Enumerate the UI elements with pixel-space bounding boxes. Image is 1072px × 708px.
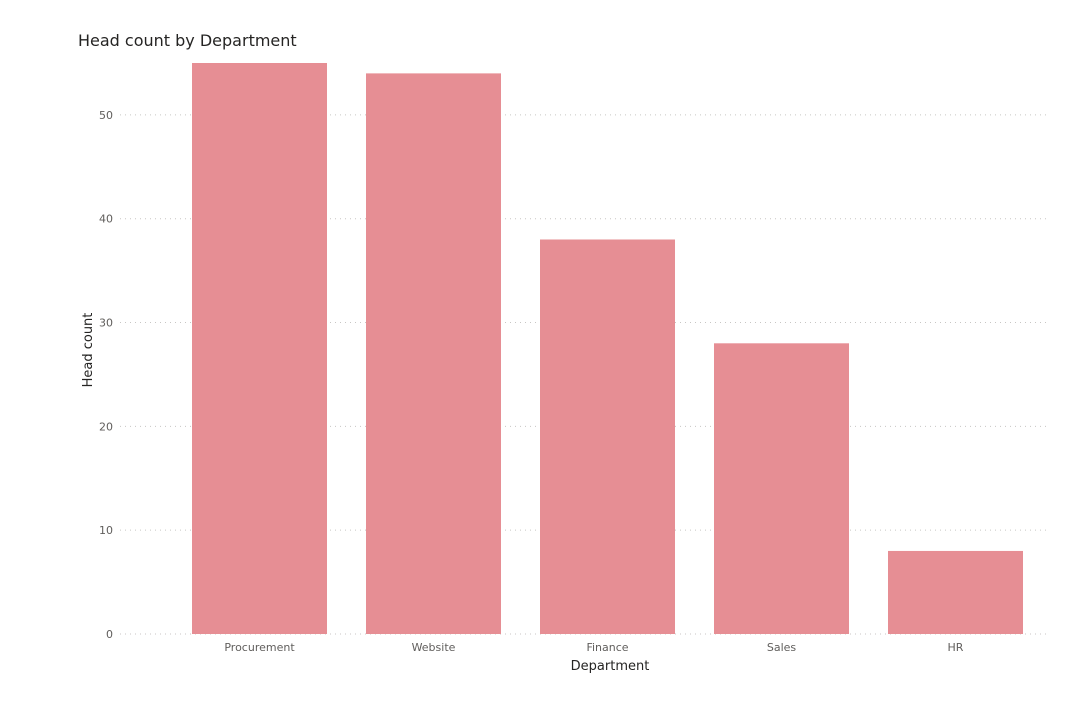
y-tick-label: 10 xyxy=(99,524,113,537)
bar-website[interactable] xyxy=(366,73,501,634)
x-tick-label: Procurement xyxy=(224,641,295,654)
y-tick-label: 30 xyxy=(99,317,113,330)
x-tick-label: HR xyxy=(948,641,964,654)
bar-hr[interactable] xyxy=(888,550,1023,634)
y-tick-label: 50 xyxy=(99,109,113,122)
bar-procurement[interactable] xyxy=(192,63,327,634)
chart-title: Head count by Department xyxy=(78,31,297,50)
y-tick-label: 20 xyxy=(99,420,113,433)
x-tick-label: Website xyxy=(412,641,456,654)
x-axis-ticks: Procurement Website Finance Sales HR xyxy=(224,641,963,654)
x-tick-label: Sales xyxy=(767,641,797,654)
x-axis-title: Department xyxy=(571,659,650,674)
bars xyxy=(192,63,1023,634)
x-tick-label: Finance xyxy=(586,641,628,654)
y-axis-ticks: 0 10 20 30 40 50 xyxy=(99,109,113,641)
y-axis-title: Head count xyxy=(81,313,96,388)
bar-sales[interactable] xyxy=(714,343,849,634)
y-tick-label: 40 xyxy=(99,213,113,226)
y-tick-label: 0 xyxy=(106,628,113,641)
bar-finance[interactable] xyxy=(540,239,675,634)
